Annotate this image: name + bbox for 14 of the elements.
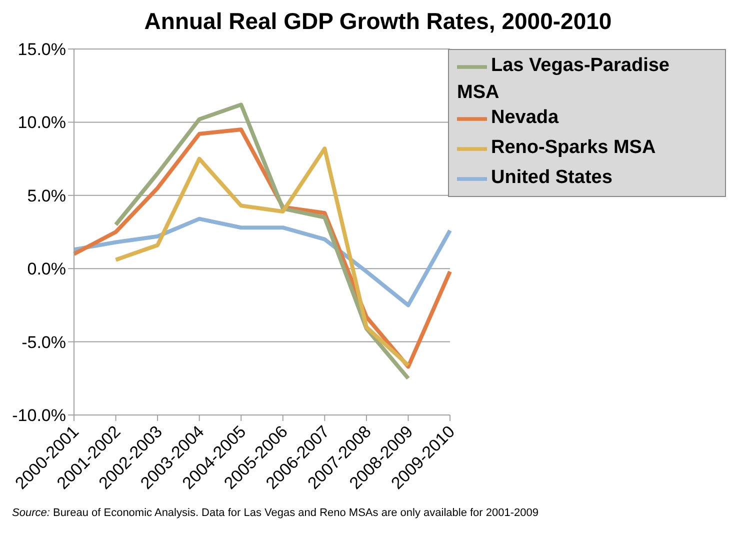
- y-tick-label: -10.0%: [12, 406, 66, 426]
- chart-title: Annual Real GDP Growth Rates, 2000-2010: [143, 8, 613, 35]
- legend-label: Las Vegas-Paradise MSA: [457, 55, 670, 103]
- y-tick-label: 10.0%: [18, 113, 66, 132]
- legend-label: United States: [491, 167, 612, 188]
- legend-label: Nevada: [491, 107, 559, 128]
- y-tick-label: 15.0%: [18, 40, 66, 60]
- source-note: Source: Bureau of Economic Analysis. Data for Las Vegas and Reno MSAs are only available for 2001-2009: [12, 507, 538, 519]
- y-tick-label: 0.0%: [27, 260, 66, 279]
- line-series: [114, 146, 410, 368]
- line-series: [114, 102, 410, 380]
- legend-label: Reno-Sparks MSA: [491, 137, 656, 158]
- y-tick-label: 5.0%: [27, 186, 66, 206]
- y-tick-label: -5.0%: [22, 332, 66, 352]
